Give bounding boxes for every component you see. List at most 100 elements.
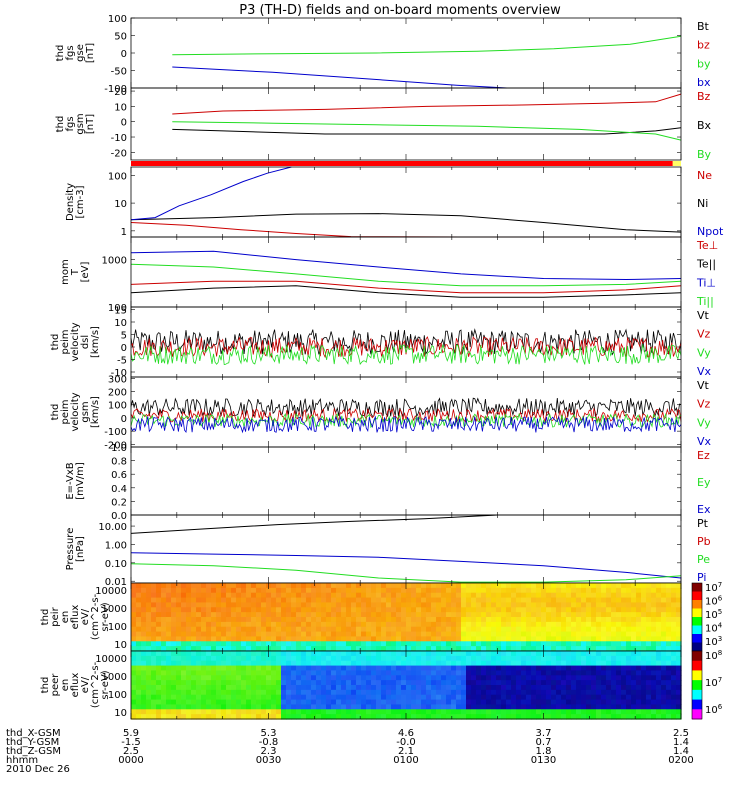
heatmap-cell: [621, 617, 627, 623]
heatmap-cell: [301, 607, 307, 613]
heatmap-cell: [631, 592, 637, 599]
heatmap-cell: [356, 651, 362, 657]
heatmap-cell: [621, 685, 627, 691]
heatmap-cell: [261, 685, 267, 691]
heatmap-cell: [616, 694, 622, 701]
heatmap-cell: [496, 583, 502, 589]
heatmap-cell: [311, 699, 317, 706]
heatmap-cell: [206, 651, 212, 657]
heatmap-cell: [426, 621, 432, 628]
heatmap-cell: [671, 694, 677, 701]
heatmap-cell: [261, 592, 267, 599]
heatmap-cell: [561, 592, 567, 599]
heatmap-cell: [441, 646, 447, 652]
heatmap-cell: [481, 670, 487, 676]
legend-entry-vy: Vy: [697, 346, 711, 359]
heatmap-cell: [411, 694, 417, 701]
heatmap-cell: [131, 626, 137, 633]
heatmap-cell: [351, 670, 357, 676]
heatmap-cell: [591, 660, 597, 667]
heatmap-cell: [676, 714, 682, 720]
heatmap-cell: [366, 680, 372, 686]
heatmap-cell: [136, 612, 142, 618]
heatmap-cell: [291, 583, 297, 589]
heatmap-cell: [571, 626, 577, 633]
heatmap-cell: [456, 602, 462, 608]
heatmap-cell: [511, 680, 517, 686]
heatmap-cell: [421, 680, 427, 686]
heatmap-cell: [651, 612, 657, 618]
heatmap-cell: [151, 597, 157, 604]
heatmap-cell: [336, 660, 342, 667]
heatmap-cell: [261, 660, 267, 667]
heatmap-cell: [511, 646, 517, 652]
heatmap-cell: [441, 592, 447, 599]
heatmap-cell: [516, 660, 522, 667]
heatmap-cell: [506, 685, 512, 691]
heatmap-cell: [341, 665, 347, 672]
heatmap-cell: [401, 607, 407, 613]
heatmap-cell: [481, 714, 487, 720]
heatmap-cell: [201, 592, 207, 599]
heatmap-cell: [591, 675, 597, 681]
heatmap-cell: [616, 583, 622, 589]
heatmap-cell: [641, 626, 647, 633]
heatmap-cell: [676, 641, 682, 647]
heatmap-cell: [651, 714, 657, 720]
heatmap-cell: [571, 660, 577, 667]
heatmap-cell: [566, 665, 572, 672]
heatmap-cell: [361, 646, 367, 652]
heatmap-cell: [466, 694, 472, 701]
heatmap-cell: [206, 607, 212, 613]
heatmap-cell: [451, 660, 457, 667]
heatmap-cell: [656, 699, 662, 706]
heatmap-cell: [556, 597, 562, 604]
heatmap-cell: [501, 655, 507, 662]
heatmap-cell: [486, 675, 492, 681]
heatmap-cell: [176, 621, 182, 628]
heatmap-cell: [386, 670, 392, 676]
heatmap-cell: [551, 680, 557, 686]
heatmap-cell: [611, 621, 617, 628]
heatmap-cell: [191, 660, 197, 667]
heatmap-cell: [271, 646, 277, 652]
heatmap-cell: [251, 675, 257, 681]
heatmap-cell: [156, 665, 162, 672]
heatmap-cell: [291, 714, 297, 720]
heatmap-cell: [471, 685, 477, 691]
heatmap-cell: [366, 592, 372, 599]
heatmap-cell: [396, 597, 402, 604]
heatmap-cell: [166, 641, 172, 647]
y-tick-label: 0.6: [111, 470, 127, 481]
heatmap-cell: [281, 607, 287, 613]
heatmap-cell: [416, 612, 422, 618]
heatmap-cell: [651, 587, 657, 594]
heatmap-cell: [391, 689, 397, 696]
heatmap-cell: [226, 714, 232, 720]
heatmap-cell: [266, 670, 272, 676]
heatmap-cell: [641, 607, 647, 613]
heatmap-cell: [611, 583, 617, 589]
heatmap-cell: [621, 607, 627, 613]
heatmap-cell: [176, 714, 182, 720]
heatmap-cell: [236, 636, 242, 642]
heatmap-cell: [291, 617, 297, 623]
heatmap-cell: [636, 583, 642, 589]
heatmap-cell: [406, 694, 412, 701]
heatmap-cell: [316, 607, 322, 613]
heatmap-cell: [636, 636, 642, 642]
heatmap-cell: [501, 714, 507, 720]
heatmap-cell: [151, 670, 157, 676]
heatmap-cell: [621, 704, 627, 710]
heatmap-cell: [361, 592, 367, 599]
heatmap-cell: [416, 694, 422, 701]
heatmap-cell: [346, 641, 352, 647]
heatmap-cell: [596, 641, 602, 647]
heatmap-cell: [661, 617, 667, 623]
heatmap-cell: [626, 670, 632, 676]
heatmap-cell: [536, 641, 542, 647]
heatmap-cell: [381, 689, 387, 696]
heatmap-cell: [251, 597, 257, 604]
heatmap-cell: [261, 689, 267, 696]
heatmap-cell: [286, 651, 292, 657]
